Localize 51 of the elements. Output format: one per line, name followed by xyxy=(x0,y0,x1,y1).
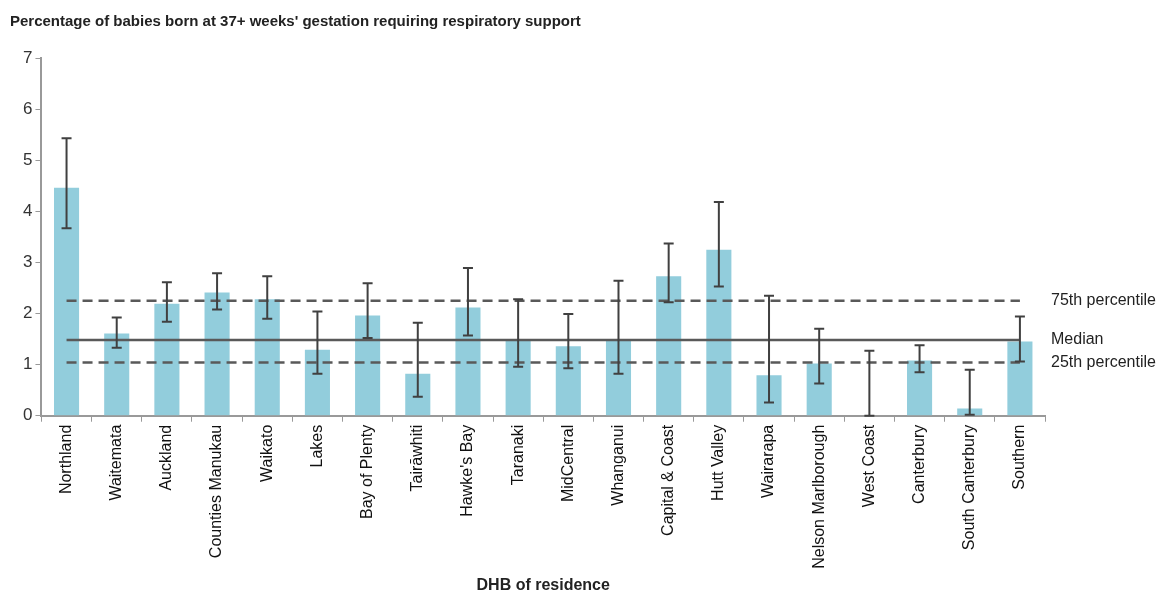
ref-line-label: 25th percentile xyxy=(1051,352,1157,370)
x-tick-label: West Coast xyxy=(859,424,877,508)
x-tick-label: Auckland xyxy=(157,424,175,491)
bar xyxy=(706,249,732,416)
bar xyxy=(455,307,481,416)
x-tick-label: Hutt Valley xyxy=(709,424,727,501)
x-tick-label: Counties Manukau xyxy=(207,424,225,559)
bar xyxy=(555,346,581,416)
x-axis-title: DHB of residence xyxy=(476,575,611,593)
y-tick-label: 7 xyxy=(22,47,33,67)
bar xyxy=(154,303,180,416)
bar xyxy=(405,373,431,416)
y-tick-label: 6 xyxy=(22,98,33,118)
x-tick-label: Southern xyxy=(1010,424,1028,490)
y-tick-label: 1 xyxy=(22,354,33,374)
x-tick-label: Wairarapa xyxy=(759,424,777,498)
x-tick-label: Lakes xyxy=(307,424,325,468)
ref-line-label: Median xyxy=(1051,330,1104,348)
bar xyxy=(355,315,381,416)
x-tick-label: Capital & Coast xyxy=(659,424,677,536)
x-tick-label: MidCentral xyxy=(558,424,576,503)
x-tick-label: Whanganui xyxy=(608,424,626,506)
chart-title: Percentage of babies born at 37+ weeks' gestation requiring respiratory support xyxy=(10,12,581,29)
bar xyxy=(505,340,531,416)
bar xyxy=(806,363,832,416)
y-tick-label: 4 xyxy=(22,201,33,220)
bar xyxy=(104,333,130,416)
y-tick-label: 0 xyxy=(22,405,33,425)
bar xyxy=(304,349,330,416)
bar xyxy=(656,276,682,416)
x-tick-label: Tairāwhiti xyxy=(408,424,426,492)
x-tick-label: Bay of Plenty xyxy=(358,424,376,519)
x-tick-label: Hawke's Bay xyxy=(458,424,476,517)
x-tick-label: Waitemata xyxy=(107,424,125,501)
bar xyxy=(605,340,632,416)
bar xyxy=(54,187,80,416)
x-tick-label: Waikato xyxy=(257,424,275,482)
ref-line-label: 75th percentile xyxy=(1051,291,1157,309)
bar xyxy=(907,360,933,416)
bar xyxy=(254,299,280,416)
x-tick-label: Northland xyxy=(56,424,74,495)
x-tick-label: South Canterbury xyxy=(960,424,978,551)
bar xyxy=(756,375,782,416)
y-tick-label: 2 xyxy=(22,303,33,323)
y-tick-label: 5 xyxy=(22,149,33,169)
bar xyxy=(1007,341,1033,416)
x-tick-label: Canterbury xyxy=(909,424,927,504)
x-tick-label: Nelson Marlborough xyxy=(809,424,827,569)
bar xyxy=(204,292,230,416)
y-tick-label: 3 xyxy=(22,252,33,272)
x-tick-label: Taranaki xyxy=(508,424,526,486)
